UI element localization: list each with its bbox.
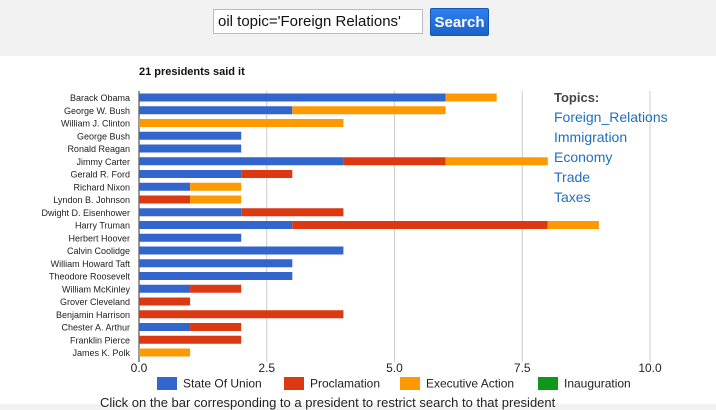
bar-segment[interactable] bbox=[190, 182, 242, 191]
president-label[interactable]: George Bush bbox=[77, 131, 130, 141]
topic-link-economy[interactable]: Economy bbox=[554, 149, 613, 165]
search-bar: Search bbox=[0, 0, 716, 56]
result-summary: 21 presidents said it bbox=[139, 66, 245, 78]
legend-swatch bbox=[400, 377, 420, 390]
topic-link-immigration[interactable]: Immigration bbox=[554, 129, 628, 145]
footer-hint: Click on the bar corresponding to a pres… bbox=[100, 395, 556, 410]
topic-link-taxes[interactable]: Taxes bbox=[554, 189, 591, 205]
president-label[interactable]: Ronald Reagan bbox=[67, 144, 130, 154]
bar-segment[interactable] bbox=[139, 246, 344, 255]
president-label[interactable]: Harry Truman bbox=[75, 221, 130, 231]
president-label[interactable]: Gerald R. Ford bbox=[70, 170, 130, 180]
bar-segment[interactable] bbox=[190, 284, 242, 293]
bar-segment[interactable] bbox=[445, 157, 548, 166]
bar-segment[interactable] bbox=[139, 233, 242, 242]
legend-swatch bbox=[157, 377, 177, 390]
bar-segment[interactable] bbox=[190, 323, 242, 331]
bar-segment[interactable] bbox=[445, 93, 497, 102]
legend-label: Executive Action bbox=[426, 377, 514, 391]
president-label[interactable]: Dwight D. Eisenhower bbox=[41, 208, 130, 218]
president-label[interactable]: Jimmy Carter bbox=[77, 157, 131, 167]
president-label[interactable]: Lyndon B. Johnson bbox=[53, 195, 130, 205]
x-tick-label: 7.5 bbox=[514, 361, 531, 375]
topic-link-trade[interactable]: Trade bbox=[554, 169, 591, 185]
bar-segment[interactable] bbox=[139, 272, 293, 280]
president-label[interactable]: William Howard Taft bbox=[51, 259, 131, 269]
bar-segment[interactable] bbox=[292, 106, 446, 115]
bar-segment[interactable] bbox=[139, 310, 344, 319]
president-label[interactable]: George W. Bush bbox=[64, 106, 130, 116]
president-label[interactable]: James K. Polk bbox=[72, 348, 130, 358]
bar-segment[interactable] bbox=[292, 221, 548, 229]
bar-segment[interactable] bbox=[139, 131, 242, 140]
search-button[interactable]: Search bbox=[430, 8, 489, 36]
president-label[interactable]: William McKinley bbox=[62, 284, 131, 294]
bar-segment[interactable] bbox=[139, 170, 242, 178]
topic-link-foreign-relations[interactable]: Foreign_Relations bbox=[554, 109, 668, 125]
x-tick-label: 2.5 bbox=[258, 361, 275, 375]
president-label[interactable]: Franklin Pierce bbox=[70, 335, 130, 345]
legend-label: Inauguration bbox=[564, 377, 631, 391]
bar-segment[interactable] bbox=[547, 221, 599, 229]
president-label[interactable]: Barack Obama bbox=[70, 93, 130, 103]
president-label[interactable]: Calvin Coolidge bbox=[67, 246, 130, 256]
bar-segment[interactable] bbox=[190, 195, 242, 204]
president-label[interactable]: William J. Clinton bbox=[61, 119, 130, 129]
x-tick-label: 10.0 bbox=[638, 361, 662, 375]
bar-segment[interactable] bbox=[139, 93, 446, 102]
bar-segment[interactable] bbox=[139, 119, 344, 127]
bar-segment[interactable] bbox=[139, 157, 344, 166]
president-label[interactable]: Theodore Roosevelt bbox=[49, 272, 131, 282]
bar-segment[interactable] bbox=[139, 284, 191, 293]
bar-segment[interactable] bbox=[241, 170, 293, 178]
topics-title: Topics: bbox=[554, 90, 600, 105]
bar-segment[interactable] bbox=[139, 182, 191, 191]
president-label[interactable]: Benjamin Harrison bbox=[56, 310, 130, 320]
bar-segment[interactable] bbox=[343, 157, 446, 166]
x-tick-label: 5.0 bbox=[386, 361, 403, 375]
bar-segment[interactable] bbox=[241, 208, 344, 217]
bar-segment[interactable] bbox=[139, 348, 191, 357]
bar-segment[interactable] bbox=[139, 259, 293, 268]
president-label[interactable]: Herbert Hoover bbox=[68, 233, 130, 243]
bar-segment[interactable] bbox=[139, 335, 242, 344]
stacked-bar-chart: Barack Obama George W. Bush William J. Cli… bbox=[41, 91, 662, 391]
bar-segment[interactable] bbox=[139, 323, 191, 331]
bar-segment[interactable] bbox=[139, 221, 293, 229]
president-label[interactable]: Grover Cleveland bbox=[60, 297, 130, 307]
legend-swatch bbox=[538, 377, 558, 390]
bar-segment[interactable] bbox=[139, 195, 191, 204]
bar-segment[interactable] bbox=[139, 106, 293, 115]
president-label[interactable]: Chester A. Arthur bbox=[61, 323, 130, 333]
bar-segment[interactable] bbox=[139, 208, 242, 217]
legend-label: Proclamation bbox=[310, 377, 380, 391]
x-tick-label: 0.0 bbox=[131, 361, 148, 375]
bar-segment[interactable] bbox=[139, 297, 191, 306]
legend-label: State Of Union bbox=[183, 377, 262, 391]
bar-segment[interactable] bbox=[139, 144, 242, 153]
legend-swatch bbox=[284, 377, 304, 390]
search-input[interactable] bbox=[213, 9, 423, 34]
president-label[interactable]: Richard Nixon bbox=[73, 182, 130, 192]
